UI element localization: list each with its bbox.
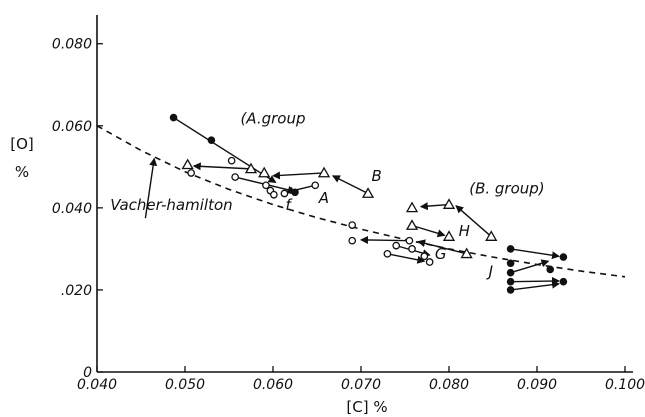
- open-circle-point: [231, 173, 240, 181]
- y-axis-label: [O]: [10, 135, 34, 153]
- annotation-label: Vacher-hamilton: [110, 196, 232, 214]
- x-tick-label: 0.040: [77, 377, 117, 393]
- x-tick-label: 0.050: [165, 377, 205, 393]
- annotation-arrow: [144, 157, 158, 219]
- annotation-label: H: [459, 222, 470, 240]
- triangle-point: [442, 198, 456, 209]
- filled-circle-point: [506, 286, 515, 294]
- annotation-label: G: [435, 245, 447, 263]
- x-tick-label: 0.100: [605, 377, 645, 393]
- filled-circle-point: [506, 277, 515, 286]
- text-layer: (A.group (B. group) B Af HG J Vacher-hamilton: [110, 110, 544, 281]
- trajectory-arrow: [510, 280, 560, 291]
- trajectory-arrow: [285, 184, 316, 195]
- trajectory-arrow: [455, 205, 492, 238]
- filled-circle-point: [291, 188, 299, 197]
- annotation-label: (A.group: [240, 110, 305, 128]
- filled-circle-point: [506, 259, 515, 268]
- open-circle-point: [262, 181, 270, 190]
- trajectory-arrow: [417, 239, 467, 255]
- triangle-point: [405, 201, 419, 213]
- trajectory-arrow: [360, 235, 410, 244]
- filled-circle-point: [559, 253, 568, 261]
- annotation-label: B: [372, 167, 382, 185]
- open-circle-point: [420, 252, 429, 261]
- trajectory-arrow: [510, 277, 560, 286]
- y-tick-label: .020: [61, 283, 92, 299]
- open-circle-point: [425, 258, 434, 266]
- x-axis-label: [C] %: [346, 398, 387, 416]
- open-circle-point: [408, 245, 416, 253]
- open-circle-point: [348, 221, 357, 229]
- triangle-point: [244, 162, 258, 174]
- filled-circle-point: [506, 245, 515, 253]
- triangle-point: [405, 219, 419, 230]
- trajectory-arrow: [387, 253, 426, 264]
- point-layer: [169, 113, 568, 294]
- annotation-label: J: [486, 262, 493, 280]
- y-tick-label: 0.040: [52, 201, 92, 217]
- triangle-point: [361, 187, 375, 198]
- filled-circle-point: [546, 265, 555, 274]
- y-axis-label: %: [15, 163, 29, 181]
- axes: 0.040 0.050 0.060 0.070 0.080 0.090 0.100 0 .020…: [10, 15, 645, 416]
- open-circle-point: [405, 236, 414, 245]
- trajectory-arrow: [411, 224, 446, 238]
- triangle-point: [485, 230, 498, 241]
- filled-circle-point: [207, 136, 216, 144]
- open-circle-point: [270, 190, 278, 199]
- open-circle-point: [392, 241, 401, 250]
- trajectory-arrow: [510, 259, 550, 274]
- x-tick-label: 0.060: [253, 377, 293, 393]
- trajectory-arrow: [192, 162, 252, 171]
- open-circle-point: [311, 181, 320, 190]
- annotation-label: A: [318, 189, 329, 207]
- open-circle-point: [280, 189, 289, 198]
- triangle-point: [258, 166, 271, 178]
- x-tick-label: 0.080: [429, 377, 469, 393]
- annotation-label: (B. group): [469, 180, 544, 198]
- x-tick-label: 0.070: [341, 377, 381, 393]
- open-circle-point: [383, 249, 392, 258]
- filled-circle-point: [559, 277, 568, 286]
- trajectory-arrow: [510, 248, 560, 260]
- y-tick-label: 0: [83, 365, 92, 381]
- triangle-point: [181, 158, 194, 170]
- triangle-point: [460, 247, 473, 259]
- annotation-label: f: [285, 196, 293, 214]
- trajectory-arrow: [419, 202, 450, 211]
- open-circle-point: [348, 236, 357, 245]
- trajectory-arrow: [173, 116, 277, 184]
- filled-circle-point: [506, 268, 515, 277]
- triangle-point: [442, 230, 456, 241]
- filled-circle-point: [169, 113, 178, 122]
- open-circle-point: [187, 169, 196, 177]
- triangle-point: [317, 166, 331, 178]
- trajectory-arrow: [272, 171, 325, 180]
- y-tick-label: 0.060: [52, 119, 92, 135]
- x-tick-label: 0.090: [517, 377, 557, 393]
- trajectory-arrow: [331, 175, 369, 195]
- y-tick-label: 0.080: [52, 37, 92, 53]
- open-circle-point: [227, 156, 236, 165]
